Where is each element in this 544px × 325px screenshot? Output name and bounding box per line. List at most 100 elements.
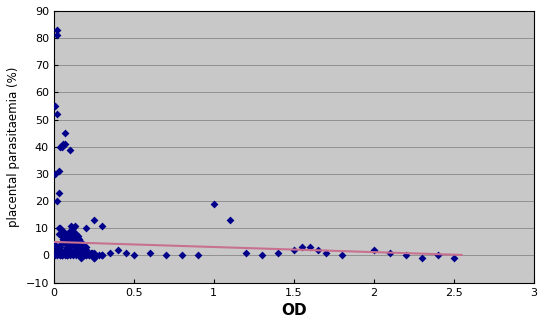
Point [59, 228, 67, 234]
Point [57, 234, 66, 239]
Point [65, 239, 74, 244]
Point [145, 250, 154, 255]
Point [73, 250, 82, 255]
Point [73, 247, 82, 253]
Point [62, 253, 71, 258]
Point [56, 245, 65, 250]
Point [70, 242, 79, 247]
Point [433, 253, 442, 258]
Point [62, 253, 71, 258]
Point [59, 237, 67, 242]
Point [84, 253, 93, 258]
Point [77, 239, 85, 244]
Point [89, 255, 98, 261]
Point [75, 253, 84, 258]
Point [72, 239, 81, 244]
Point [62, 242, 71, 247]
Point [72, 245, 81, 250]
Point [121, 250, 130, 255]
Point [62, 245, 71, 250]
Point [162, 253, 170, 258]
Point [289, 247, 298, 253]
Point [91, 253, 100, 258]
Point [88, 253, 96, 258]
Point [225, 217, 234, 223]
Point [53, 253, 61, 258]
Point [401, 253, 410, 258]
Point [60, 239, 69, 244]
Point [60, 247, 69, 253]
Point [78, 250, 87, 255]
Point [67, 223, 76, 228]
Point [86, 250, 95, 255]
Point [89, 217, 98, 223]
Point [53, 33, 61, 38]
Point [80, 245, 89, 250]
Point [305, 245, 314, 250]
Point [67, 237, 76, 242]
Point [129, 253, 138, 258]
Point [449, 255, 458, 261]
Point [60, 141, 69, 147]
Point [72, 247, 81, 253]
Y-axis label: placental parasitaemia (%): placental parasitaemia (%) [7, 67, 20, 227]
Point [54, 226, 63, 231]
Point [57, 253, 66, 258]
Point [297, 245, 306, 250]
Point [78, 253, 87, 258]
Point [57, 231, 66, 236]
Point [82, 247, 90, 253]
Point [53, 245, 61, 250]
Point [57, 144, 66, 150]
Point [65, 250, 74, 255]
Point [73, 247, 82, 253]
Point [75, 237, 84, 242]
Point [69, 253, 77, 258]
Point [56, 242, 65, 247]
Point [273, 250, 282, 255]
Point [385, 250, 394, 255]
Point [53, 247, 61, 253]
Point [54, 190, 63, 196]
Point [64, 250, 72, 255]
Point [65, 247, 74, 253]
Point [72, 250, 81, 255]
Point [59, 250, 67, 255]
Point [83, 250, 92, 255]
Point [65, 147, 74, 152]
Point [62, 237, 71, 242]
Point [53, 199, 61, 204]
Point [60, 253, 69, 258]
Point [88, 250, 96, 255]
Point [369, 247, 378, 253]
Point [56, 253, 65, 258]
Point [56, 144, 65, 150]
Point [62, 253, 71, 258]
Point [77, 255, 85, 261]
Point [177, 253, 186, 258]
Point [82, 253, 90, 258]
Point [65, 253, 74, 258]
Point [64, 245, 72, 250]
Point [94, 253, 103, 258]
Point [65, 231, 74, 236]
Point [59, 250, 67, 255]
Point [59, 237, 67, 242]
Point [69, 228, 77, 234]
Point [57, 253, 66, 258]
Point [322, 250, 330, 255]
Point [51, 242, 60, 247]
Point [97, 253, 106, 258]
Point [59, 250, 67, 255]
Point [313, 247, 322, 253]
Point [209, 201, 218, 206]
Point [57, 253, 66, 258]
Point [73, 250, 82, 255]
Point [75, 245, 84, 250]
Point [54, 245, 63, 250]
Point [106, 250, 114, 255]
Point [78, 242, 87, 247]
Point [73, 242, 82, 247]
Point [84, 253, 93, 258]
Point [64, 234, 72, 239]
